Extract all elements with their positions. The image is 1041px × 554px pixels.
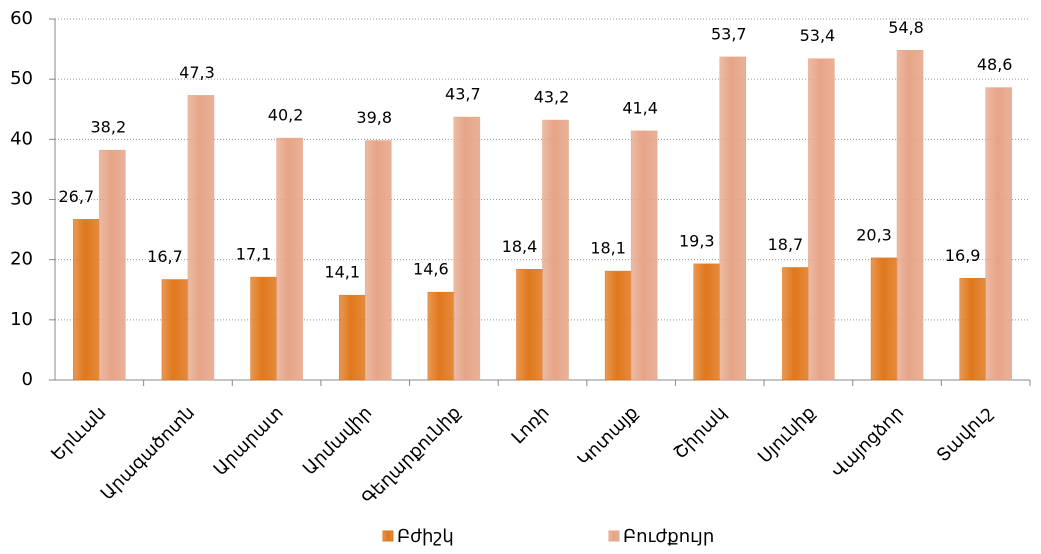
bar: [516, 269, 543, 381]
bar: [99, 149, 126, 381]
bar: [338, 294, 366, 381]
bar: [719, 56, 747, 381]
value-label: 40,2: [268, 106, 304, 125]
x-tick-label: Տավուշ: [933, 402, 997, 466]
bar: [73, 219, 100, 381]
value-label: 18,7: [768, 235, 804, 254]
value-label: 17,1: [236, 245, 272, 264]
legend-label: Բժիշկ: [397, 526, 454, 547]
value-label: 14,6: [413, 260, 449, 279]
value-label: 54,8: [888, 18, 924, 37]
value-label: 19,3: [679, 231, 715, 250]
legend-label: Բուժքույր: [623, 526, 714, 547]
value-label: 41,4: [622, 98, 658, 117]
legend-swatch: [608, 530, 620, 542]
value-label: 18,4: [502, 237, 538, 256]
value-label: 18,1: [590, 239, 626, 258]
value-label: 53,7: [711, 24, 747, 43]
bar: [870, 257, 898, 381]
bar: [604, 270, 632, 381]
value-label: 48,6: [977, 55, 1013, 74]
y-tick-label: 50: [10, 68, 33, 89]
bar: [959, 278, 986, 381]
bar: [542, 119, 569, 381]
y-tick-label: 10: [10, 309, 33, 330]
x-tick-label: Արմավիր: [299, 402, 376, 479]
bar: [276, 137, 303, 381]
bar: [693, 263, 721, 381]
bar: [161, 279, 189, 381]
bar: [250, 276, 277, 381]
x-tick-label: Վայոցձոր: [828, 402, 908, 482]
bar: [427, 291, 455, 381]
value-label: 39,8: [356, 108, 392, 127]
bar: [808, 58, 835, 381]
value-label: 43,2: [534, 88, 570, 107]
y-tick-label: 60: [10, 8, 33, 29]
value-label: 38,2: [91, 118, 127, 137]
value-label: 14,1: [324, 263, 360, 282]
y-tick-label: 30: [10, 189, 33, 210]
y-tick-label: 20: [10, 249, 33, 270]
x-tick-label: Երևան: [47, 402, 110, 465]
x-tick-label: Կոտայք: [574, 402, 643, 471]
x-tick-label: Սյունիք: [754, 402, 819, 467]
legend-swatch: [382, 530, 394, 542]
bar: [782, 267, 809, 381]
value-label: 47,3: [179, 63, 215, 82]
bar: [187, 95, 215, 381]
bar: [985, 87, 1012, 381]
x-tick-label: Արարատ: [210, 402, 288, 480]
bar: [453, 116, 481, 381]
x-tick-label: Լոռի: [508, 402, 554, 448]
value-label: 20,3: [856, 225, 892, 244]
value-label: 26,7: [59, 187, 95, 206]
value-label: 16,9: [945, 246, 981, 265]
y-tick-label: 0: [22, 369, 33, 390]
x-tick-label: Շիրակ: [670, 402, 731, 463]
y-tick-label: 40: [10, 128, 33, 149]
bar: [630, 130, 658, 381]
value-label: 53,4: [800, 26, 836, 45]
value-label: 43,7: [445, 85, 481, 104]
value-label: 16,7: [147, 247, 183, 266]
bar: [364, 140, 392, 381]
x-tick-label: Արագածոտն: [97, 402, 199, 504]
bar: [896, 50, 924, 381]
